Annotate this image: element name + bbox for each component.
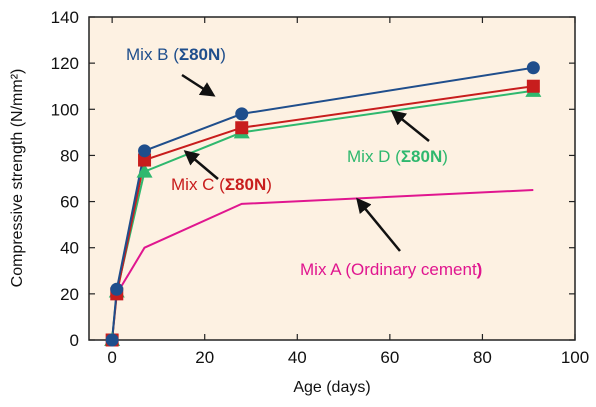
y-tick-label: 60 <box>60 193 79 212</box>
series-label-2: Mix B (Σ80N) <box>126 45 226 64</box>
annotation-arrow <box>183 150 219 180</box>
annotation-arrow <box>181 73 216 97</box>
x-tick-label: 80 <box>473 348 492 367</box>
data-point-square <box>138 153 152 167</box>
series-label-suffix: ) <box>442 147 448 166</box>
series-label-4: Mix D (Σ80N) <box>347 147 448 166</box>
x-tick-label: 60 <box>380 348 399 367</box>
annotations: Mix B (Σ80N)Mix C (Σ80N)Mix D (Σ80N)Mix … <box>126 45 482 279</box>
series-label-prefix: Mix A (Ordinary cement <box>300 260 477 279</box>
y-tick-label: 120 <box>51 54 79 73</box>
annotation-arrow <box>356 197 401 252</box>
y-tick-label: 140 <box>51 8 79 27</box>
x-tick-label: 40 <box>288 348 307 367</box>
data-point-square <box>235 121 249 135</box>
y-axis: 0 20 40 60 80 100 120 140 <box>51 8 575 350</box>
series-label-1: Mix A (Ordinary cement) <box>300 260 482 279</box>
data-point-circle <box>235 107 249 121</box>
data-point-circle <box>110 282 124 296</box>
series-label-prefix: Mix D ( <box>347 147 401 166</box>
series-label-bold: Σ80N <box>179 45 220 64</box>
series-label-prefix: Mix C ( <box>171 175 225 194</box>
y-tick-label: 80 <box>60 146 79 165</box>
series-label-bold: Σ80N <box>225 175 266 194</box>
series-label-suffix: ) <box>220 45 226 64</box>
y-tick-label: 40 <box>60 239 79 258</box>
x-tick-label: 20 <box>195 348 214 367</box>
data-point-circle <box>105 333 119 347</box>
y-tick-label: 100 <box>51 100 79 119</box>
y-axis-title: Compressive strength (N/mm²) <box>9 69 26 288</box>
series-label-3: Mix C (Σ80N) <box>171 175 272 194</box>
data-point-square <box>526 79 540 93</box>
data-point-circle <box>526 61 540 75</box>
x-axis: 0 20 40 60 80 100 <box>107 17 589 367</box>
y-tick-label: 0 <box>70 331 79 350</box>
annotation-arrow <box>390 110 430 142</box>
series-label-suffix: ) <box>266 175 272 194</box>
series-layer <box>104 61 542 347</box>
series-line-1 <box>115 189 534 295</box>
x-tick-label: 0 <box>107 348 116 367</box>
series-label-suffix: ) <box>477 260 483 279</box>
data-point-triangle <box>136 163 153 178</box>
x-axis-title: Age (days) <box>293 379 370 396</box>
x-tick-label: 100 <box>561 348 589 367</box>
y-tick-label: 20 <box>60 285 79 304</box>
series-label-prefix: Mix B ( <box>126 45 179 64</box>
data-point-circle <box>138 144 152 158</box>
series-label-bold: Σ80N <box>401 147 442 166</box>
plot-area <box>88 16 576 341</box>
